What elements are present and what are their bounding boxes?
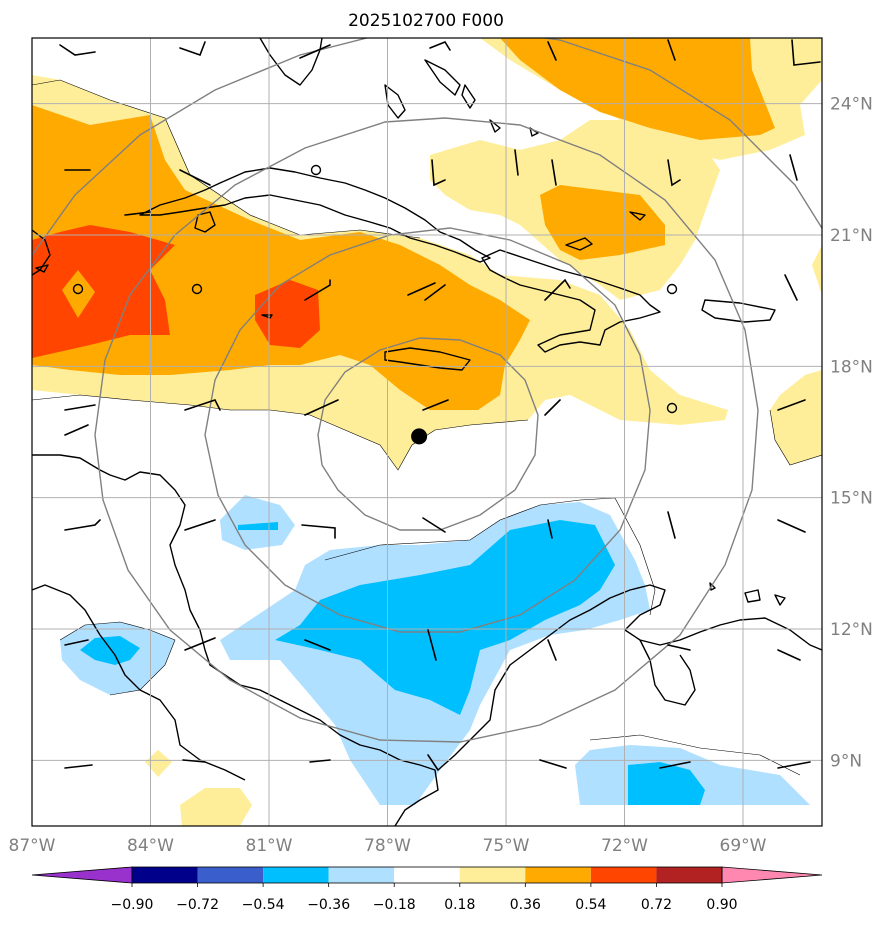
colorbar-swatch bbox=[328, 867, 395, 883]
colorbar-swatch bbox=[590, 867, 657, 883]
coastlines bbox=[32, 38, 822, 826]
lon-tick-label: 81°W bbox=[246, 836, 293, 856]
coast-cuba bbox=[139, 167, 491, 263]
map-frame bbox=[31, 37, 823, 827]
coast-bahamas bbox=[384, 59, 539, 137]
lon-tick-label: 72°W bbox=[601, 836, 648, 856]
range-ring-2 bbox=[204, 227, 651, 633]
storm-center-marker bbox=[411, 428, 428, 445]
colorbar-frame bbox=[131, 866, 723, 884]
coast-central-america-west bbox=[32, 584, 246, 781]
lon-tick-label: 84°W bbox=[127, 836, 174, 856]
colorbar-swatch bbox=[197, 867, 264, 883]
lon-tick-label: 69°W bbox=[720, 836, 767, 856]
range-rings bbox=[32, 38, 822, 743]
colorbar-label: 0.90 bbox=[706, 897, 737, 913]
coast-hispaniola bbox=[481, 249, 661, 353]
latitude-labels: 24°N 21°N 18°N 15°N 12°N 9°N bbox=[830, 95, 873, 772]
coast-central-america bbox=[32, 454, 439, 826]
colorbar-label: 0.54 bbox=[575, 897, 606, 913]
coast-puerto-rico bbox=[701, 299, 776, 323]
coast-jamaica bbox=[384, 347, 471, 371]
colorbar-swatch bbox=[394, 867, 460, 883]
lat-tick-label: 15°N bbox=[830, 489, 873, 509]
lon-tick-label: 87°W bbox=[9, 836, 56, 856]
range-ring-4 bbox=[32, 38, 822, 257]
longitude-labels: 87°W 84°W 81°W 78°W 75°W 72°W 69°W bbox=[9, 836, 767, 856]
colorbar-label: 0.18 bbox=[444, 897, 475, 913]
colorbar-swatch bbox=[459, 867, 526, 883]
lat-tick-label: 12°N bbox=[830, 620, 873, 640]
lon-tick-label: 75°W bbox=[483, 836, 530, 856]
coast-yucatan bbox=[32, 229, 51, 276]
lat-tick-label: 21°N bbox=[830, 226, 873, 246]
coast-small-islands bbox=[35, 211, 786, 606]
colorbar-label: 0.72 bbox=[641, 897, 672, 913]
colorbar-swatch bbox=[263, 867, 329, 883]
colorbar-label: 0.36 bbox=[510, 897, 541, 913]
anomaly-fill-negative-mid bbox=[80, 520, 705, 805]
range-ring-3 bbox=[94, 117, 759, 743]
lat-tick-label: 18°N bbox=[830, 357, 873, 377]
colorbar-label: −0.36 bbox=[307, 897, 350, 913]
coast-guajira bbox=[639, 639, 696, 706]
map-title: 2025102700 F000 bbox=[348, 11, 504, 31]
colorbar-label: −0.54 bbox=[242, 897, 285, 913]
colorbar-extend-high bbox=[721, 866, 823, 884]
map-gridlines bbox=[32, 38, 822, 826]
colorbar-swatch bbox=[132, 867, 198, 883]
lat-tick-label: 9°N bbox=[830, 751, 862, 771]
colorbar-label: −0.90 bbox=[111, 897, 154, 913]
coast-south-america bbox=[437, 584, 822, 771]
colorbar bbox=[31, 866, 823, 887]
wind-barbs bbox=[59, 39, 821, 771]
colorbar-labels: −0.90 −0.72 −0.54 −0.36 −0.18 0.18 0.36 0.54 0.7… bbox=[111, 897, 738, 913]
colorbar-swatch bbox=[525, 867, 591, 883]
calm-wind-markers bbox=[72, 164, 678, 414]
colorbar-extend-low bbox=[31, 866, 133, 884]
colorbar-label: −0.72 bbox=[176, 897, 219, 913]
lat-tick-label: 24°N bbox=[830, 95, 873, 115]
lon-tick-label: 78°W bbox=[364, 836, 411, 856]
colorbar-swatch bbox=[656, 867, 722, 883]
colorbar-label: −0.18 bbox=[373, 897, 416, 913]
range-ring-1 bbox=[317, 337, 539, 531]
anomaly-fill-positive-high bbox=[32, 225, 320, 358]
